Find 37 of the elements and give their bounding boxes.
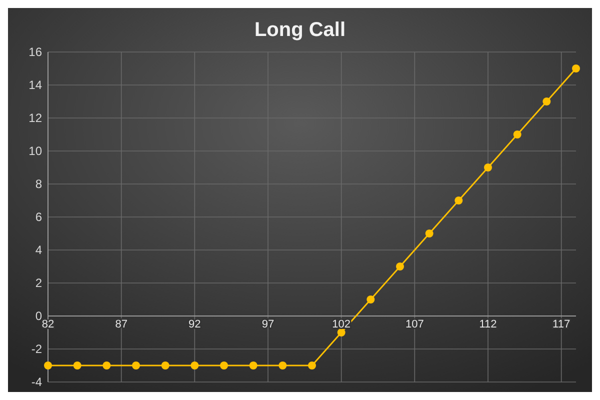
y-tick-label: 16 xyxy=(28,45,42,60)
point xyxy=(278,362,287,370)
y-tick-label: 10 xyxy=(28,144,42,158)
point xyxy=(337,328,346,336)
point xyxy=(513,130,522,138)
x-tick-label: 107 xyxy=(405,318,424,330)
y-tick-label: -4 xyxy=(31,375,42,390)
point xyxy=(73,362,82,370)
point xyxy=(190,362,199,370)
x-tick-label: 87 xyxy=(115,318,128,330)
point xyxy=(484,164,492,172)
y-tick-label: 0 xyxy=(35,309,42,324)
y-tick-label: 6 xyxy=(35,210,42,224)
point xyxy=(542,98,551,106)
point xyxy=(454,196,463,204)
point xyxy=(572,64,580,72)
x-tick-label: 97 xyxy=(262,318,274,330)
point xyxy=(44,362,52,370)
point xyxy=(220,362,228,370)
y-tick-label: 8 xyxy=(35,177,42,192)
point xyxy=(308,362,316,370)
x-tick-label: 112 xyxy=(479,318,497,330)
point xyxy=(132,362,140,370)
y-tick-label: 12 xyxy=(28,111,42,126)
point xyxy=(396,262,404,270)
y-tick-label: 2 xyxy=(35,276,42,290)
point xyxy=(425,230,434,238)
point xyxy=(161,362,170,370)
x-tick-label: 117 xyxy=(552,318,570,330)
point xyxy=(102,362,111,370)
y-tick-label: -2 xyxy=(31,342,42,356)
point xyxy=(249,362,258,370)
point xyxy=(366,296,375,304)
chart-title: Long Call xyxy=(254,19,346,41)
x-tick-label: 92 xyxy=(188,318,201,330)
y-tick-label: 14 xyxy=(28,78,42,92)
y-tick-label: 4 xyxy=(35,243,42,258)
